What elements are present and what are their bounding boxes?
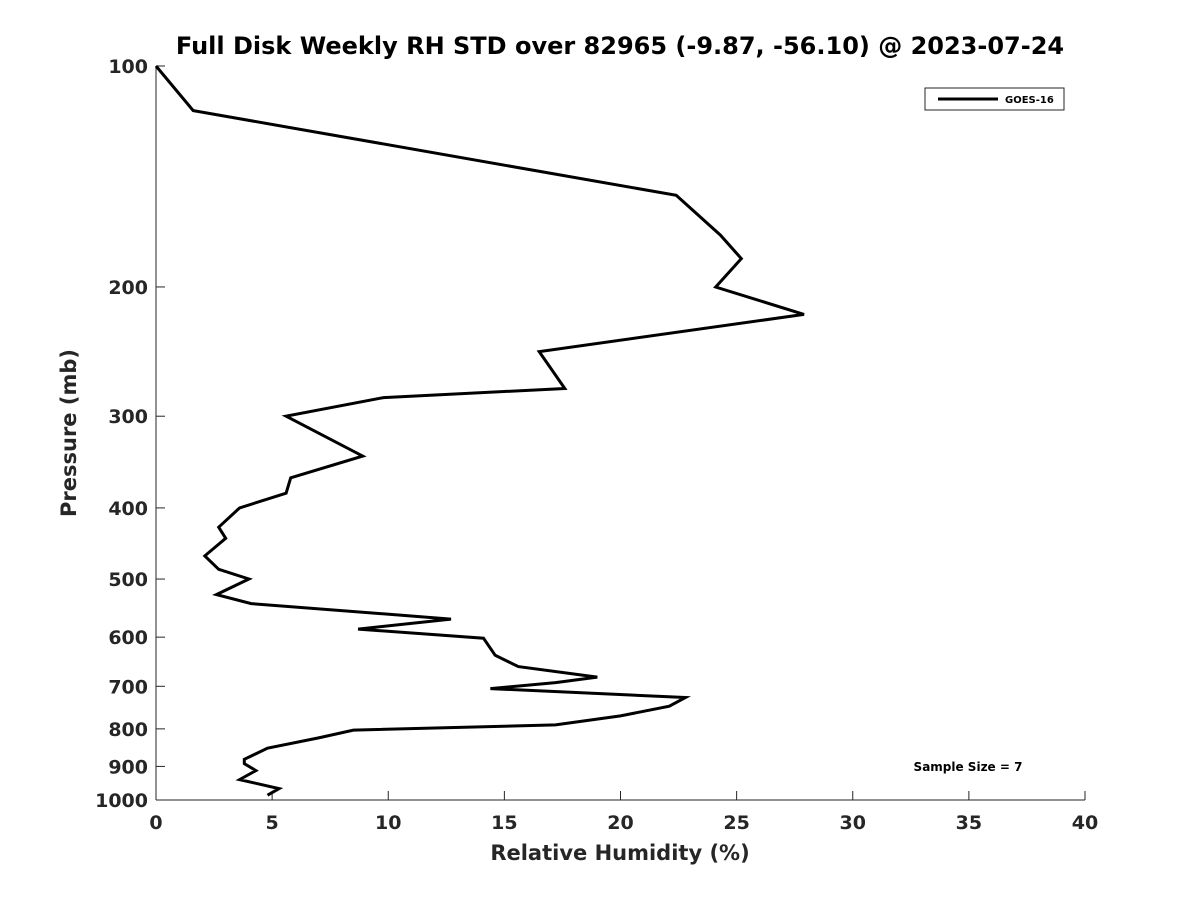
y-tick-label: 500: [108, 569, 148, 591]
x-tick-label: 20: [607, 812, 633, 834]
y-tick-label: 1000: [95, 790, 148, 812]
x-tick-label: 5: [266, 812, 279, 834]
y-tick-label: 900: [108, 756, 148, 778]
legend: GOES-16: [924, 87, 1065, 111]
x-tick-label: 15: [491, 812, 517, 834]
y-tick-label: 700: [108, 676, 148, 698]
x-axis-ticks: 0 5 10 15 20 25 30 35 40: [149, 791, 1098, 834]
legend-entry-goes-16: GOES-16: [1005, 95, 1054, 106]
x-axis-label: Relative Humidity (%): [490, 841, 749, 865]
y-axis-ticks: 100 200 300 400 500 600 700 800 900 1000: [95, 56, 165, 812]
sample-size-annotation: Sample Size = 7: [914, 760, 1023, 774]
chart-title: Full Disk Weekly RH STD over 82965 (-9.8…: [176, 32, 1064, 60]
y-tick-label: 800: [108, 719, 148, 741]
y-axis-label: Pressure (mb): [57, 349, 81, 517]
x-tick-label: 0: [149, 812, 162, 834]
y-tick-label: 400: [108, 498, 148, 520]
x-tick-label: 25: [723, 812, 749, 834]
x-tick-label: 10: [375, 812, 401, 834]
x-tick-label: 40: [1072, 812, 1098, 834]
x-tick-label: 30: [840, 812, 866, 834]
y-tick-label: 100: [108, 56, 148, 78]
series-line-goes-16: [154, 65, 805, 797]
y-tick-label: 300: [108, 406, 148, 428]
series-lines: [154, 65, 805, 797]
y-tick-label: 200: [108, 277, 148, 299]
y-tick-label: 600: [108, 627, 148, 649]
x-tick-label: 35: [956, 812, 982, 834]
